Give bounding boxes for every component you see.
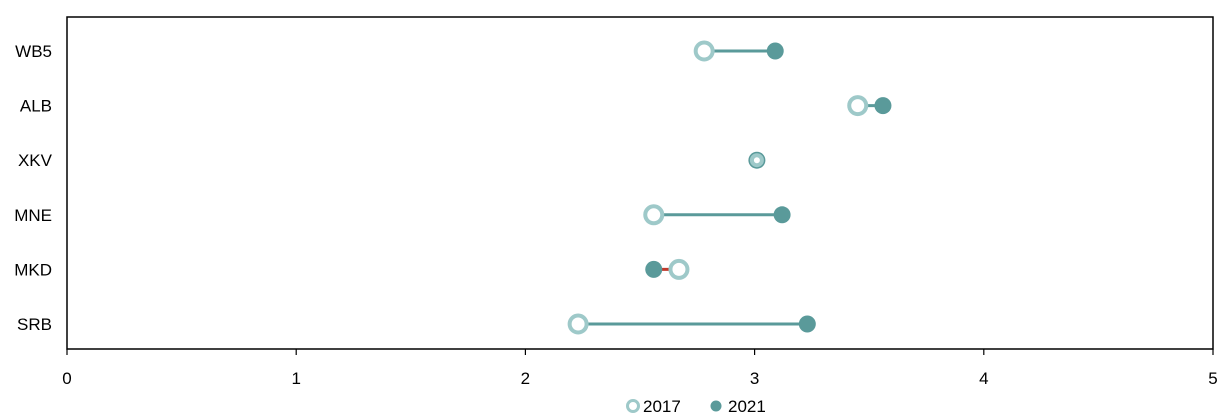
x-tick-label: 5 [1208,369,1217,388]
point-2021 [766,42,784,60]
category-label: XKV [18,151,53,170]
chart-marks [567,40,892,335]
point-2017 [668,258,690,280]
point-2017 [643,204,665,226]
legend: 2017 2021 [626,397,766,413]
x-tick-label: 0 [62,369,71,388]
legend-marker-2021 [710,400,722,412]
point-2017 [847,95,869,117]
x-tick-label: 1 [291,369,300,388]
category-label: MNE [14,206,52,225]
legend-marker-2017 [626,399,640,413]
point-2017 [567,313,589,335]
y-axis-labels: WB5 ALB XKV MNE MKD SRB [14,42,52,334]
legend-label-2017: 2017 [643,397,681,413]
point-2021 [645,260,663,278]
point-2021 [874,97,892,115]
category-label: WB5 [15,42,52,61]
point-2021 [773,206,791,224]
category-label: ALB [20,97,52,116]
category-label: MKD [14,260,52,279]
x-axis: 0 1 2 3 4 5 [62,349,1218,388]
x-tick-label: 2 [521,369,530,388]
point-2017 [749,153,764,168]
legend-label-2021: 2021 [728,397,766,413]
plot-area-frame [66,16,1214,350]
x-tick-label: 4 [979,369,988,388]
point-2021 [798,315,816,333]
category-label: SRB [17,315,52,334]
point-2017 [693,40,715,62]
x-tick-label: 3 [750,369,759,388]
